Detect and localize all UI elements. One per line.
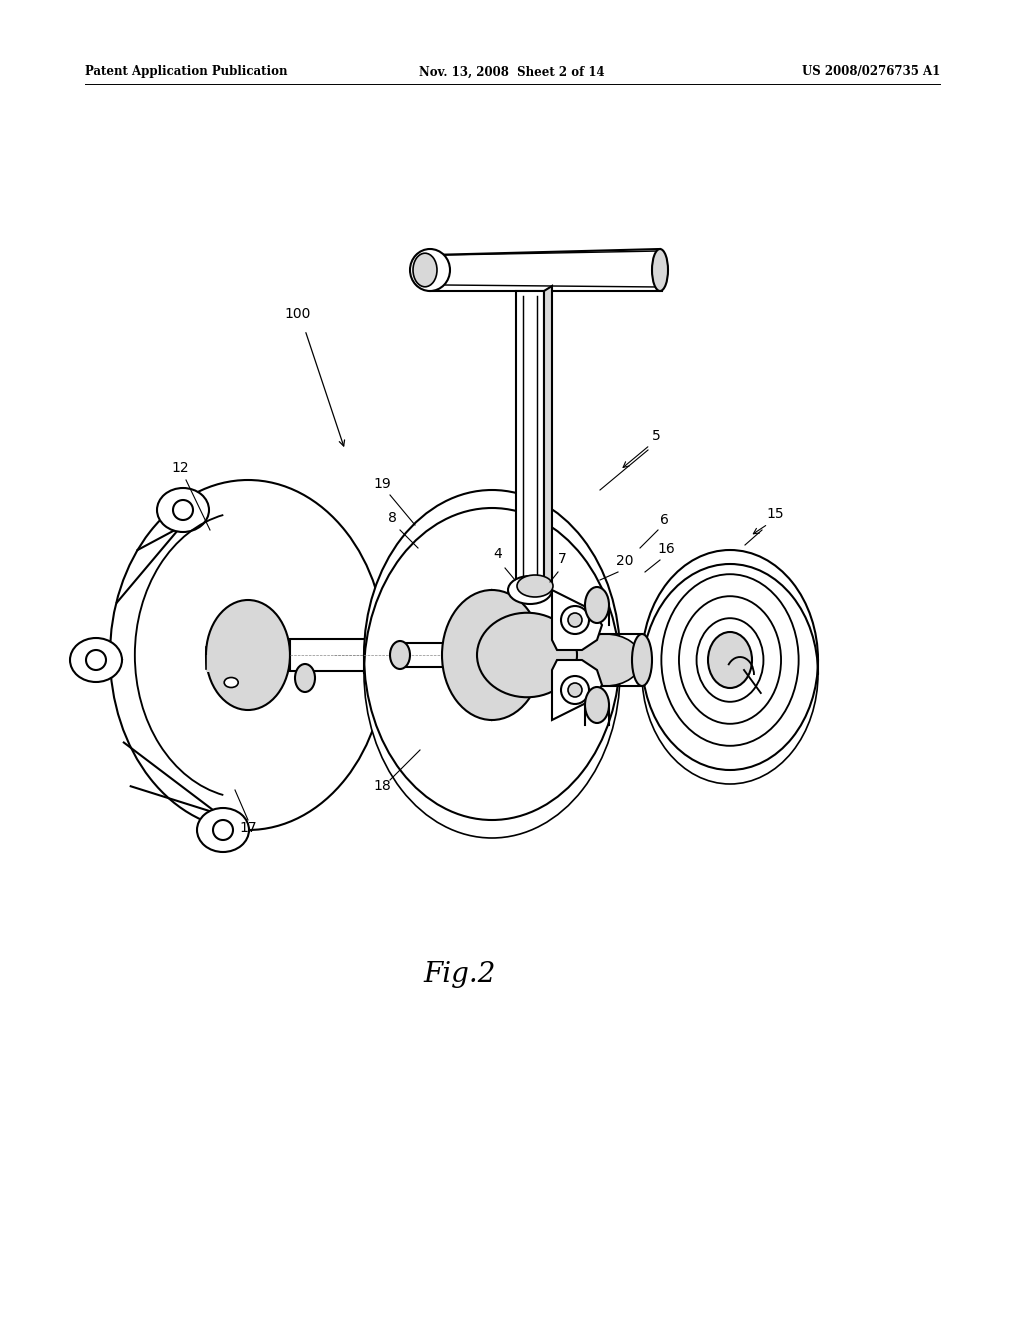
Polygon shape <box>516 290 544 590</box>
Polygon shape <box>290 639 390 671</box>
Ellipse shape <box>110 480 386 830</box>
Ellipse shape <box>561 606 589 634</box>
Text: Nov. 13, 2008  Sheet 2 of 14: Nov. 13, 2008 Sheet 2 of 14 <box>419 66 605 78</box>
Text: 20: 20 <box>616 554 634 568</box>
Text: 16: 16 <box>657 543 675 556</box>
Ellipse shape <box>413 253 437 286</box>
Ellipse shape <box>295 664 315 692</box>
Ellipse shape <box>380 639 400 671</box>
Ellipse shape <box>585 587 609 623</box>
Ellipse shape <box>568 612 582 627</box>
Text: 100: 100 <box>285 308 311 321</box>
Circle shape <box>173 500 193 520</box>
Ellipse shape <box>364 490 620 820</box>
Ellipse shape <box>410 249 450 290</box>
Text: 19: 19 <box>373 477 391 491</box>
Text: 18: 18 <box>373 779 391 793</box>
Polygon shape <box>544 286 552 590</box>
Circle shape <box>86 649 106 671</box>
Text: 6: 6 <box>659 513 669 527</box>
Ellipse shape <box>390 642 410 669</box>
Ellipse shape <box>711 636 750 684</box>
Text: 8: 8 <box>387 511 396 525</box>
Text: 15: 15 <box>766 507 783 521</box>
Circle shape <box>213 820 233 840</box>
Ellipse shape <box>662 574 799 746</box>
Ellipse shape <box>642 564 818 784</box>
Ellipse shape <box>442 590 542 719</box>
Text: 7: 7 <box>558 552 566 566</box>
Ellipse shape <box>561 676 589 704</box>
Text: 5: 5 <box>651 429 660 444</box>
Ellipse shape <box>679 597 781 723</box>
Ellipse shape <box>568 682 582 697</box>
Text: 12: 12 <box>171 461 188 475</box>
Text: Patent Application Publication: Patent Application Publication <box>85 66 288 78</box>
Text: Fig.2: Fig.2 <box>424 961 497 989</box>
Ellipse shape <box>517 576 553 597</box>
Ellipse shape <box>477 612 577 697</box>
Ellipse shape <box>569 634 641 686</box>
Ellipse shape <box>206 601 290 710</box>
Ellipse shape <box>652 249 668 290</box>
Polygon shape <box>552 590 602 649</box>
Text: US 2008/0276735 A1: US 2008/0276735 A1 <box>802 66 940 78</box>
Ellipse shape <box>508 576 552 605</box>
Ellipse shape <box>224 677 239 688</box>
Ellipse shape <box>157 488 209 532</box>
Ellipse shape <box>364 508 620 838</box>
Text: 17: 17 <box>240 821 257 836</box>
Polygon shape <box>552 660 602 719</box>
Ellipse shape <box>197 808 249 851</box>
Ellipse shape <box>70 638 122 682</box>
Ellipse shape <box>708 632 752 688</box>
Ellipse shape <box>696 618 764 702</box>
Ellipse shape <box>585 686 609 723</box>
Ellipse shape <box>642 550 818 770</box>
Polygon shape <box>206 655 248 672</box>
Ellipse shape <box>632 634 652 686</box>
Text: 4: 4 <box>494 546 503 561</box>
